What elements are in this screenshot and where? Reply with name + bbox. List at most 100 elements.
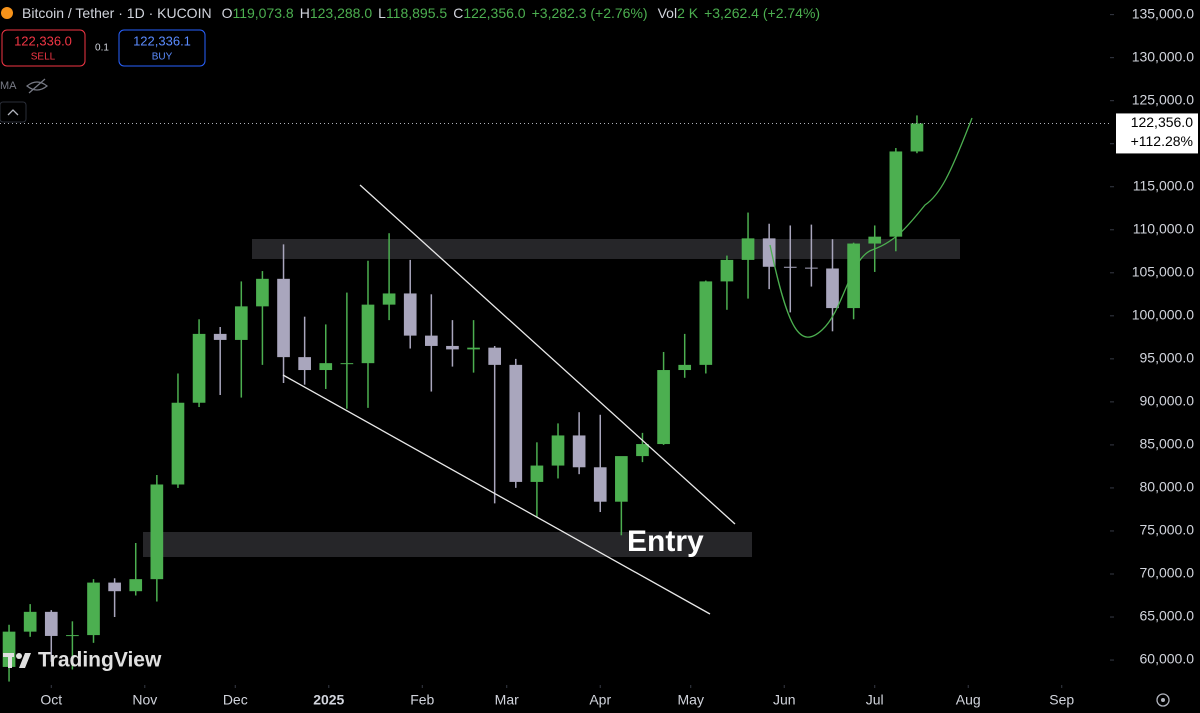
candle-body (382, 293, 396, 305)
x-tick-label: Aug (956, 692, 981, 708)
candle-body (741, 238, 755, 260)
logo-part (16, 653, 22, 659)
candle-body (277, 278, 290, 358)
l-label: L (378, 5, 386, 21)
candle-body (171, 402, 185, 485)
x-tick-label: Jul (866, 692, 884, 708)
trendline (359, 184, 736, 525)
y-tick-label: 70,000.0 (1140, 565, 1195, 581)
x-tick-label: Feb (410, 692, 434, 708)
sell-button[interactable]: 122,336.0 SELL (1, 29, 86, 67)
entry-zone (143, 532, 752, 557)
y-tick-label: 100,000.0 (1132, 307, 1194, 323)
y-tick-label: 115,000.0 (1133, 177, 1194, 193)
x-tick-label: Apr (589, 692, 611, 708)
candle-body (593, 467, 607, 502)
y-tick-label: 80,000.0 (1140, 479, 1195, 495)
coin-icon (1, 7, 13, 19)
candle-body (889, 151, 903, 237)
y-tick-label: 65,000.0 (1140, 608, 1195, 624)
buy-price[interactable]: 122,336.1 (133, 33, 191, 48)
sell-price[interactable]: 122,336.0 (14, 33, 72, 48)
candle-body (213, 333, 227, 340)
brand-logo: TradingView (3, 649, 162, 672)
vol-change: +3,262.4 (+2.74%) (704, 5, 820, 21)
candle-body (424, 335, 438, 346)
o-label: O (222, 5, 233, 21)
candle-body (319, 363, 333, 371)
candle-body (129, 579, 143, 592)
vol-value: 2 K (677, 5, 699, 21)
h-label: H (300, 5, 310, 21)
h-value: 123,288.0 (310, 5, 372, 21)
candle-body (256, 278, 269, 307)
collapse-box[interactable] (0, 101, 27, 123)
candle-body (192, 333, 206, 403)
visibility-toggle[interactable] (26, 78, 48, 94)
candle-body (847, 243, 860, 309)
y-tick-label: 95,000.0 (1140, 350, 1195, 366)
candle-body (87, 582, 100, 636)
candle-body (446, 345, 459, 350)
settings-icon[interactable] (1156, 693, 1170, 707)
logo-part (19, 653, 31, 668)
c-label: C (453, 5, 463, 21)
candle-body (23, 611, 37, 632)
candle-body (361, 304, 375, 364)
candle-body (108, 582, 121, 592)
x-tick-label: Nov (132, 692, 157, 708)
y-tick-label: 125,000.0 (1132, 91, 1194, 107)
candle-body (868, 236, 882, 244)
x-tick-label: Sep (1049, 692, 1074, 708)
x-tick-label: Dec (223, 692, 248, 708)
trendline (282, 374, 711, 615)
header: Bitcoin / Tether · 1D · KUCOIN O119,073.8… (22, 5, 820, 21)
y-tick-label: 110,000.0 (1133, 220, 1194, 236)
buy-label[interactable]: BUY (152, 52, 173, 63)
entry-label: Entry (627, 525, 704, 558)
x-tick-label: Jun (773, 692, 796, 708)
y-tick-label: 60,000.0 (1140, 651, 1195, 667)
brand-name: TradingView (38, 649, 162, 672)
candle-body (66, 635, 79, 637)
candle-body (2, 631, 16, 667)
x-tick-label: Mar (495, 692, 519, 708)
candle-body (699, 281, 713, 365)
logo-part (8, 653, 12, 668)
change: +3,282.3 (+2.76%) (532, 5, 648, 21)
collapse-button[interactable] (0, 101, 27, 123)
buy-button[interactable]: 122,336.1 BUY (118, 29, 206, 67)
sell-label[interactable]: SELL (31, 52, 56, 63)
candle-body (678, 364, 692, 371)
quantity: 0.1 (95, 43, 109, 54)
sell-box[interactable] (1, 29, 86, 67)
candle-body (657, 370, 670, 445)
last-price-label: 122,356.0 (1131, 114, 1193, 130)
l-value: 118,895.5 (386, 5, 447, 21)
candle-body (826, 268, 839, 309)
candle-body (44, 611, 58, 636)
y-tick-label: 90,000.0 (1140, 393, 1195, 409)
last-price-change: +112.28% (1131, 133, 1193, 149)
y-tick-label: 130,000.0 (1132, 48, 1194, 64)
candle-body (530, 465, 544, 482)
candle-body (720, 259, 734, 282)
settings-button[interactable] (1156, 693, 1170, 707)
candle-body (234, 306, 248, 340)
buy-box[interactable] (118, 29, 206, 67)
chevron[interactable] (7, 109, 19, 116)
x-tick-label: May (678, 692, 704, 708)
candle-body (805, 267, 818, 269)
candle-body (615, 456, 628, 502)
candle-body (340, 363, 354, 365)
x-tick-label: 2025 (313, 692, 344, 708)
o-value: 119,073.8 (232, 5, 293, 21)
eye-slash[interactable] (28, 78, 46, 94)
candle-body (572, 435, 586, 468)
last-price-tag (1116, 113, 1198, 154)
candle-body (762, 238, 776, 267)
settings-icon-center[interactable] (1161, 698, 1165, 702)
